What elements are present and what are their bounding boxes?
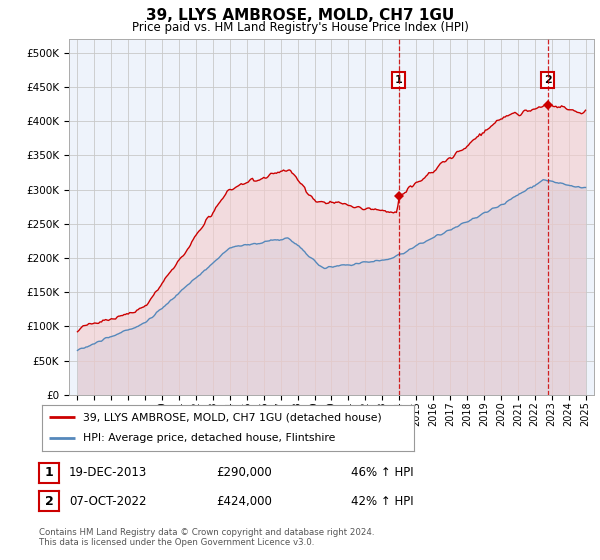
Text: Price paid vs. HM Land Registry's House Price Index (HPI): Price paid vs. HM Land Registry's House … bbox=[131, 21, 469, 34]
Text: 42% ↑ HPI: 42% ↑ HPI bbox=[351, 494, 413, 508]
Text: £290,000: £290,000 bbox=[216, 466, 272, 479]
Text: £424,000: £424,000 bbox=[216, 494, 272, 508]
Text: 1: 1 bbox=[395, 75, 403, 85]
Text: 39, LLYS AMBROSE, MOLD, CH7 1GU (detached house): 39, LLYS AMBROSE, MOLD, CH7 1GU (detache… bbox=[83, 412, 382, 422]
Text: 2: 2 bbox=[544, 75, 551, 85]
Text: 19-DEC-2013: 19-DEC-2013 bbox=[69, 466, 147, 479]
Text: Contains HM Land Registry data © Crown copyright and database right 2024.
This d: Contains HM Land Registry data © Crown c… bbox=[39, 528, 374, 547]
Text: 2: 2 bbox=[44, 494, 53, 508]
Text: HPI: Average price, detached house, Flintshire: HPI: Average price, detached house, Flin… bbox=[83, 433, 335, 444]
Text: 1: 1 bbox=[44, 466, 53, 479]
Text: 46% ↑ HPI: 46% ↑ HPI bbox=[351, 466, 413, 479]
Text: 39, LLYS AMBROSE, MOLD, CH7 1GU: 39, LLYS AMBROSE, MOLD, CH7 1GU bbox=[146, 8, 454, 24]
Text: 07-OCT-2022: 07-OCT-2022 bbox=[69, 494, 146, 508]
